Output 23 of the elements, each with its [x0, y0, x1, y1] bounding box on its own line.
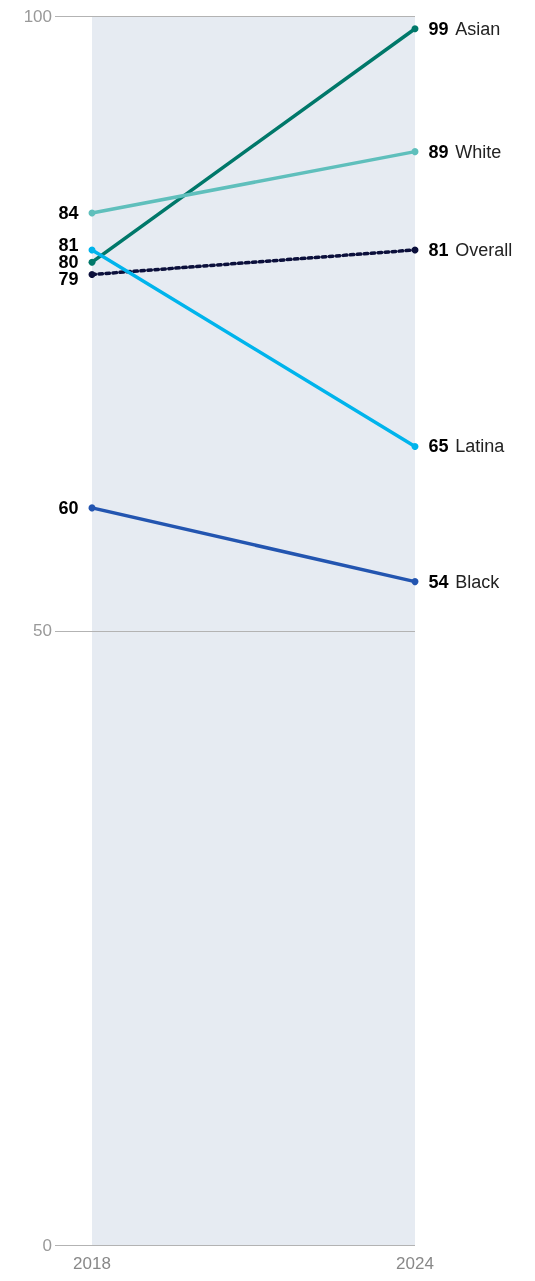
y-tick-label: 0 — [42, 1235, 52, 1255]
data-label: 54 — [428, 571, 449, 592]
x-tick-label: 2018 — [73, 1254, 111, 1273]
data-label: 60 — [58, 497, 79, 518]
x-tick-label: 2024 — [396, 1254, 434, 1273]
text: Asian — [455, 18, 501, 39]
y-tick-label: 100 — [23, 7, 52, 26]
data-label: 65 — [428, 436, 449, 457]
text: Latina — [455, 436, 506, 457]
point — [411, 25, 419, 33]
point — [411, 148, 419, 156]
data-label: 99 — [428, 18, 449, 39]
y-tick-label: 50 — [33, 621, 52, 641]
point — [88, 270, 96, 278]
point — [411, 578, 419, 586]
text: Black — [455, 571, 501, 592]
data-label: 81 — [428, 239, 449, 260]
point — [411, 442, 419, 450]
data-label: 84 — [58, 203, 79, 224]
text: Overall — [455, 239, 513, 260]
point — [88, 258, 96, 266]
text: White — [455, 141, 502, 162]
data-label: 89 — [428, 141, 449, 162]
